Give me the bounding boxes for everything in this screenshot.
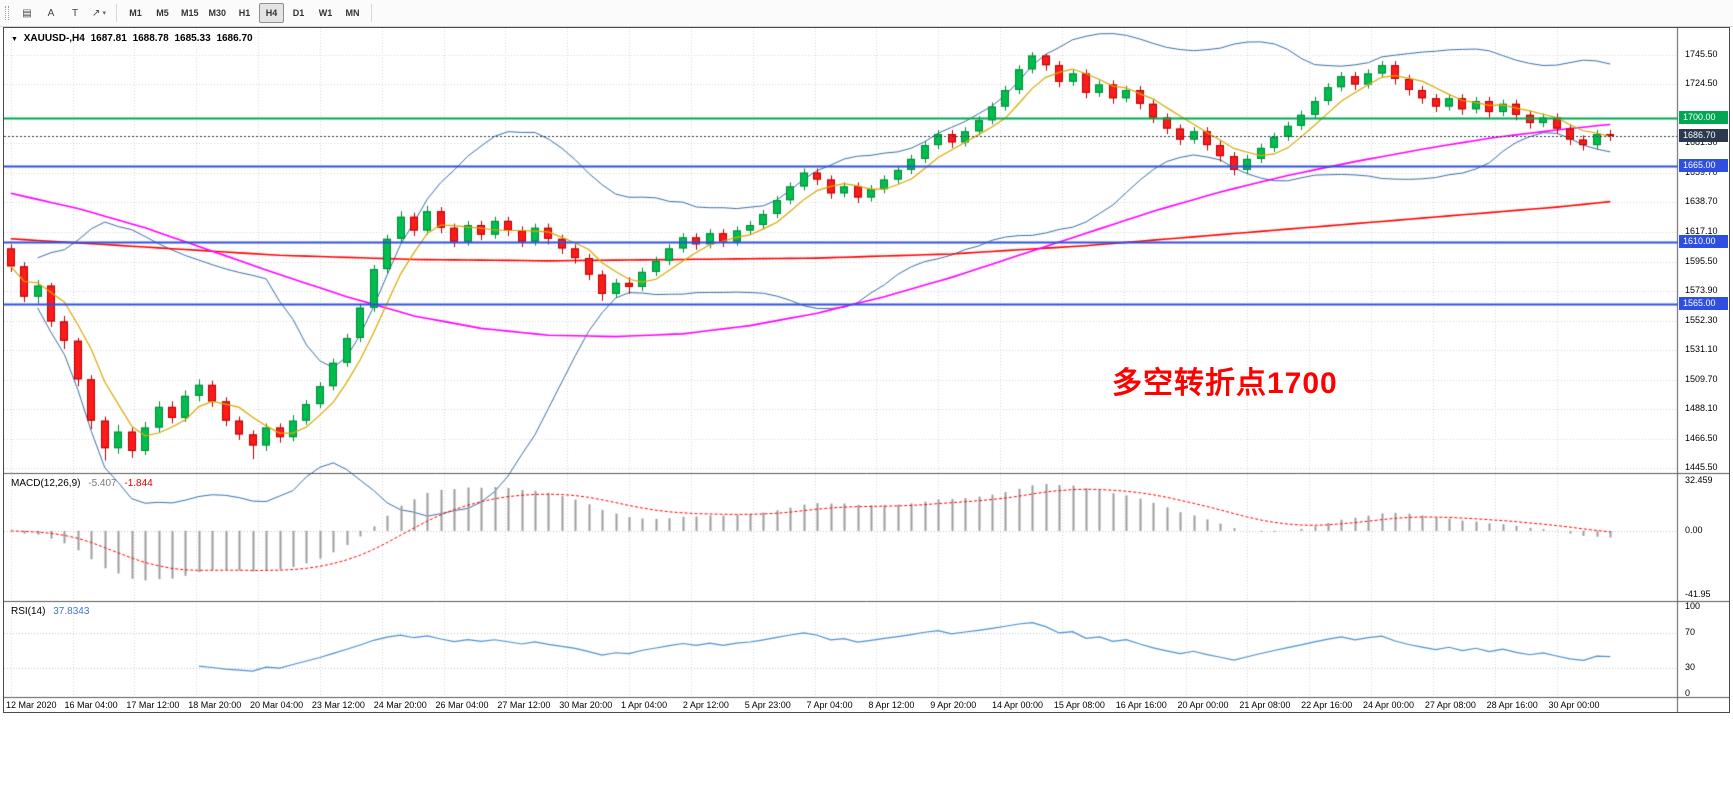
price-axis[interactable]: 1745.50 1724.50 1681.30 1659.70 1638.70 1617.…	[1678, 28, 1729, 698]
time-axis-label: 27 Mar 12:00	[497, 700, 551, 710]
rsi-name: RSI(14)	[11, 606, 46, 617]
price-tick-label: 1638.70	[1685, 196, 1718, 206]
timeframe-button-group: M1 M5 M15 M30 H1 H4 D1 W1 MN	[122, 3, 366, 23]
time-axis-label: 7 Apr 04:00	[806, 700, 853, 710]
title-triangle-icon: ▼	[11, 36, 18, 43]
price-level-label: 1565.00	[1679, 296, 1728, 310]
toolbar: ▤ A T ↗ ▾ M1 M5 M15 M30 H1 H4 D1 W1 MN	[0, 0, 1733, 27]
timeframe-button-mn[interactable]: MN	[345, 8, 360, 18]
chart-annotation-text: 多空转折点1700	[1112, 367, 1338, 400]
price-tick-label: 1659.70	[1685, 167, 1718, 178]
timeframe-button-d1[interactable]: D1	[292, 8, 305, 18]
toolbar-icon-group: ▤ A T ↗ ▾	[15, 3, 111, 23]
price-tick-label: 1724.50	[1685, 77, 1718, 88]
rsi-axis-label: 100	[1685, 601, 1701, 612]
time-axis-label: 16 Mar 04:00	[64, 700, 118, 710]
price-tick-label: 1573.90	[1685, 285, 1718, 296]
price-tick-label: 1617.10	[1685, 225, 1718, 236]
low-value: 1685.33	[174, 33, 211, 44]
time-axis-label: 2 Apr 12:00	[682, 700, 729, 710]
line-tools-icon-glyph: ↗	[92, 7, 101, 19]
time-axis-label: 27 Apr 08:00	[1424, 700, 1476, 710]
last-price-label: 1686.70	[1679, 128, 1728, 142]
toolbar-separator	[116, 4, 117, 22]
chart-title: ▼ XAUUSD-,H4 1687.81 1688.78 1685.33 168…	[11, 33, 256, 44]
macd-indicator-label: MACD(12,26,9) -5.407 -1.844	[11, 478, 158, 489]
time-axis-label: 18 Mar 20:00	[188, 700, 242, 710]
time-axis-label: 20 Mar 04:00	[250, 700, 304, 710]
timeframe-button-m30[interactable]: M30	[208, 8, 227, 18]
symbol-timeframe-label: XAUUSD-,H4	[23, 33, 85, 44]
macd-axis-label: 0.00	[1685, 524, 1703, 535]
time-axis-label: 1 Apr 04:00	[621, 700, 668, 710]
line-tools-icon[interactable]: ↗ ▾	[88, 3, 110, 23]
time-axis-label: 20 Apr 00:00	[1177, 700, 1229, 710]
price-tick-label: 1552.30	[1685, 315, 1718, 326]
timeframe-button-m1[interactable]: M1	[129, 8, 142, 18]
price-tick-label: 1681.30	[1685, 137, 1718, 148]
text-tool-icon[interactable]: T	[64, 3, 86, 23]
price-level-label: 1610.00	[1679, 234, 1728, 248]
close-value: 1686.70	[216, 33, 253, 44]
rsi-axis-label: 70	[1685, 627, 1696, 638]
price-level-label: 1700.00	[1679, 110, 1728, 124]
time-axis-label: 16 Apr 16:00	[1115, 700, 1167, 710]
time-axis-label: 21 Apr 08:00	[1239, 700, 1291, 710]
time-axis[interactable]: 12 Mar 2020 16 Mar 04:00 17 Mar 12:00 18 Ma…	[4, 698, 1678, 714]
time-axis-label: 14 Apr 00:00	[992, 700, 1044, 710]
price-tick-label: 1445.50	[1685, 462, 1718, 473]
price-tick-label: 1745.50	[1685, 48, 1718, 59]
high-value: 1688.78	[132, 33, 169, 44]
chart-window: ▼ XAUUSD-,H4 1687.81 1688.78 1685.33 168…	[3, 27, 1730, 713]
time-axis-label: 8 Apr 12:00	[868, 700, 915, 710]
time-axis-label: 15 Apr 08:00	[1053, 700, 1105, 710]
time-axis-label: 26 Mar 04:00	[435, 700, 489, 710]
rsi-indicator-label: RSI(14) 37.8343	[11, 606, 94, 617]
price-tick-label: 1466.50	[1685, 433, 1718, 444]
rsi-axis-label: 30	[1685, 661, 1696, 672]
toolbar-grip[interactable]	[5, 6, 9, 20]
time-axis-label: 5 Apr 23:00	[744, 700, 791, 710]
macd-signal-value: -1.844	[124, 478, 153, 489]
macd-name: MACD(12,26,9)	[11, 478, 81, 489]
macd-axis-label: -41.95	[1685, 588, 1711, 599]
timeframe-button-h1[interactable]: H1	[238, 8, 251, 18]
macd-main-value: -5.407	[88, 478, 117, 489]
rsi-axis-label: 0	[1685, 687, 1691, 698]
chart-window-icon-glyph: ▤	[22, 7, 32, 19]
chart-window-icon[interactable]: ▤	[16, 3, 38, 23]
time-axis-label: 17 Mar 12:00	[126, 700, 180, 710]
dropdown-caret-icon: ▾	[102, 10, 106, 17]
rsi-value: 37.8343	[53, 606, 90, 617]
time-axis-label: 28 Apr 16:00	[1486, 700, 1538, 710]
text-label-icon-glyph: A	[47, 7, 55, 19]
price-tick-label: 1531.10	[1685, 344, 1718, 355]
price-chart-canvas[interactable]	[4, 28, 1729, 712]
macd-axis-label: 32.459	[1685, 475, 1713, 486]
time-axis-label: 23 Mar 12:00	[311, 700, 365, 710]
timeframe-button-m15[interactable]: M15	[181, 8, 199, 18]
timeframe-button-w1[interactable]: W1	[318, 8, 333, 18]
price-tick-label: 1488.10	[1685, 403, 1718, 414]
text-label-icon[interactable]: A	[40, 3, 62, 23]
timeframe-button-m5[interactable]: M5	[156, 8, 169, 18]
time-axis-label: 9 Apr 20:00	[930, 700, 977, 710]
time-axis-label: 30 Mar 20:00	[559, 700, 613, 710]
time-axis-label: 24 Mar 20:00	[373, 700, 427, 710]
price-tick-label: 1509.70	[1685, 373, 1718, 384]
timeframe-button-h4[interactable]: H4	[259, 3, 285, 23]
price-level-label: 1665.00	[1679, 158, 1728, 172]
text-tool-icon-glyph: T	[71, 7, 79, 19]
time-axis-label: 24 Apr 00:00	[1363, 700, 1415, 710]
open-value: 1687.81	[90, 33, 127, 44]
time-axis-label: 12 Mar 2020	[6, 700, 57, 710]
time-axis-label: 30 Apr 00:00	[1548, 700, 1600, 710]
time-axis-label: 22 Apr 16:00	[1301, 700, 1353, 710]
toolbar-separator	[371, 4, 373, 22]
price-tick-label: 1595.50	[1685, 255, 1718, 266]
